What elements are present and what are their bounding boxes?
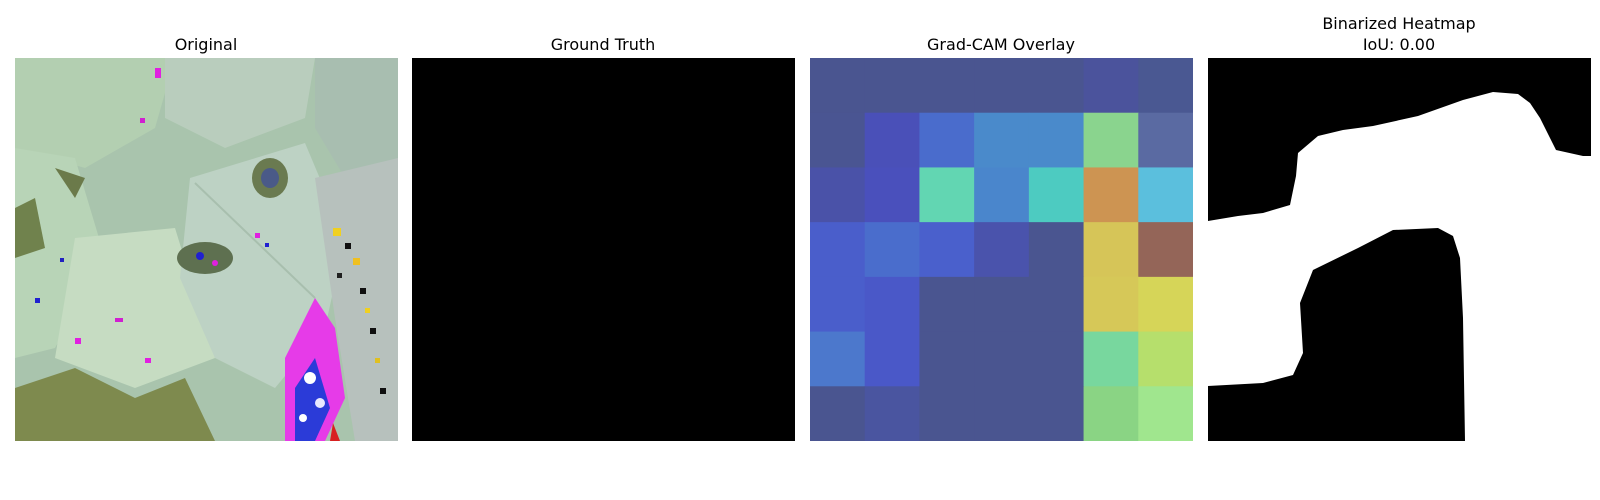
gradcam-cell-r1-c2 (919, 112, 975, 168)
gradcam-cell-r1-c3 (974, 112, 1030, 168)
gradcam-cell-r4-c3 (974, 276, 1030, 333)
binarized-heatmap-image (1208, 58, 1591, 441)
gradcam-cell-r6-c0 (810, 386, 866, 441)
original-title: Original (174, 35, 238, 54)
gradcam-cell-r3-c3 (974, 222, 1030, 278)
binarized-heatmap-title-line1: Binarized Heatmap (1322, 14, 1476, 33)
gradcam-cell-r4-c1 (864, 276, 920, 333)
binarized-heatmap-title: Binarized Heatmap IoU: 0.00 (1208, 13, 1590, 55)
gradcam-overlay-title: Grad-CAM Overlay (927, 35, 1075, 54)
gradcam-cell-r6-c3 (974, 386, 1030, 441)
gradcam-cell-r5-c6 (1138, 331, 1193, 387)
ground-truth-title: Ground Truth (550, 35, 656, 54)
gradcam-cell-r3-c6 (1138, 222, 1193, 278)
gradcam-cell-r6-c6 (1138, 386, 1193, 441)
gradcam-cell-r0-c6 (1138, 58, 1193, 114)
gradcam-cell-r3-c1 (864, 222, 920, 278)
gradcam-cell-r1-c4 (1028, 112, 1085, 168)
gradcam-cell-r5-c4 (1028, 331, 1085, 387)
gradcam-cell-r3-c0 (810, 222, 866, 278)
gradcam-cell-r5-c0 (810, 331, 866, 387)
original-leaf-photo (15, 58, 398, 441)
gradcam-cell-r0-c0 (810, 58, 866, 114)
ground-truth-mask (412, 58, 795, 441)
gradcam-cell-r6-c2 (919, 386, 975, 441)
gradcam-cell-r3-c2 (919, 222, 975, 278)
gradcam-cell-r3-c4 (1028, 222, 1085, 278)
gradcam-cell-r5-c1 (864, 331, 920, 387)
gradcam-cell-r2-c1 (864, 167, 920, 223)
gradcam-cell-r4-c2 (919, 276, 975, 333)
gradcam-cell-r4-c0 (810, 276, 866, 333)
gradcam-cell-r5-c5 (1083, 331, 1139, 387)
gradcam-cell-r6-c5 (1083, 386, 1139, 441)
gradcam-cell-r4-c5 (1083, 276, 1139, 333)
gradcam-cell-r1-c6 (1138, 112, 1193, 168)
gradcam-cell-r0-c3 (974, 58, 1030, 114)
gradcam-cell-r1-c0 (810, 112, 866, 168)
gradcam-cell-r6-c1 (864, 386, 920, 441)
original-image (15, 58, 398, 441)
gradcam-cell-r2-c6 (1138, 167, 1193, 223)
gradcam-cell-r2-c2 (919, 167, 975, 223)
gradcam-cell-r2-c3 (974, 167, 1030, 223)
gradcam-cell-r0-c5 (1083, 58, 1139, 114)
binarized-mask (1208, 58, 1591, 441)
gradcam-cell-r5-c2 (919, 331, 975, 387)
gradcam-cell-r0-c4 (1028, 58, 1085, 114)
gradcam-cell-r6-c4 (1028, 386, 1085, 441)
gradcam-cell-r0-c1 (864, 58, 920, 114)
gradcam-heatmap-grid (810, 58, 1193, 441)
gradcam-cell-r4-c6 (1138, 276, 1193, 333)
gradcam-cell-r3-c5 (1083, 222, 1139, 278)
gradcam-cell-r0-c2 (919, 58, 975, 114)
gradcam-cell-r2-c0 (810, 167, 866, 223)
gradcam-cell-r1-c5 (1083, 112, 1139, 168)
binarized-white-region (1208, 58, 1591, 441)
iou-score-label: IoU: 0.00 (1362, 35, 1436, 54)
gradcam-cell-r2-c4 (1028, 167, 1085, 223)
gradcam-cell-r1-c1 (864, 112, 920, 168)
gradcam-cell-r5-c3 (974, 331, 1030, 387)
gradcam-overlay-image (810, 58, 1193, 441)
gradcam-cell-r4-c4 (1028, 276, 1085, 333)
gradcam-cell-r2-c5 (1083, 167, 1139, 223)
